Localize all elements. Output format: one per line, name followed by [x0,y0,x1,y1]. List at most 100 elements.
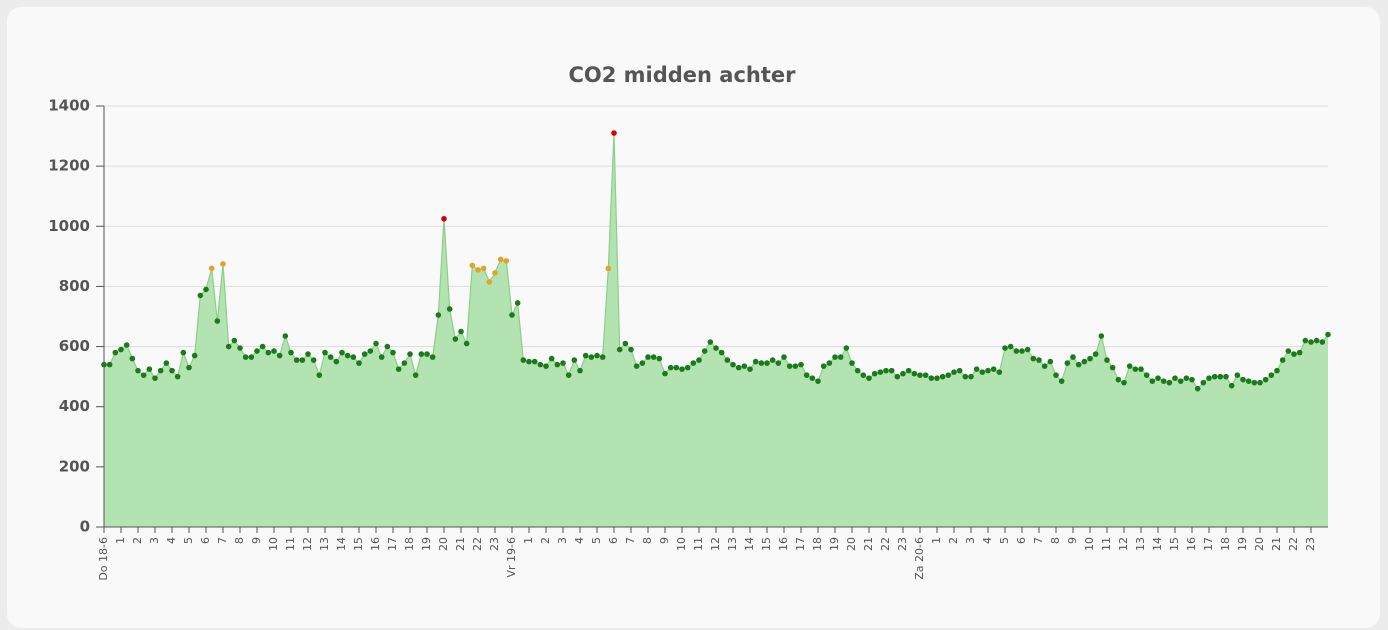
data-point [718,349,725,356]
data-point [633,363,640,369]
data-point [713,345,719,351]
data-point [259,343,266,350]
data-point [1172,375,1178,381]
x-tick-label: 13 [726,537,739,551]
data-point [645,354,651,360]
x-tick-label: 6 [1015,537,1028,544]
x-tick-label: 15 [352,537,365,551]
data-point [1115,376,1122,383]
data-point [1217,373,1224,380]
x-tick-label: 23 [488,537,501,551]
data-point [373,340,379,347]
data-point [1166,379,1173,386]
data-point [1211,373,1218,380]
data-point [1268,372,1275,378]
data-point [803,372,810,378]
data-point [1274,367,1280,374]
data-point [288,349,294,356]
data-point [129,355,136,362]
data-point [350,354,357,360]
data-point [1087,355,1093,362]
data-point [565,372,572,378]
x-tick-label: 10 [267,537,280,551]
data-point [764,360,770,366]
data-point [248,354,255,360]
data-point [894,373,901,380]
data-point [1319,339,1326,345]
data-point [1030,355,1037,362]
x-tick-label: 7 [624,537,637,544]
data-point [152,375,158,381]
data-point [854,367,861,374]
data-point [299,357,306,363]
data-point [441,215,447,222]
chart-title: CO2 midden achter [568,63,796,87]
data-point [871,370,878,377]
data-point [1041,363,1048,369]
x-tick-label: 20 [845,537,858,551]
data-point [327,354,334,360]
y-tick-label: 800 [59,277,90,295]
data-point [775,360,782,366]
x-tick-label: 9 [1066,537,1079,544]
x-tick-label: 9 [658,537,671,544]
data-point [123,342,130,348]
x-tick-label: 10 [675,537,688,551]
data-point [730,361,736,368]
data-point [1138,366,1144,372]
data-point [1302,337,1309,344]
data-point [684,364,691,371]
data-point [254,348,260,354]
data-point [769,357,776,363]
data-point [990,366,997,372]
data-point [611,130,617,136]
x-tick-label: 13 [1134,537,1147,551]
data-point [956,367,963,374]
data-point [922,372,929,378]
x-tick-label: 12 [1117,537,1130,551]
data-point [1121,379,1127,386]
x-tick-label: 19 [1236,537,1249,551]
x-tick-label: 22 [1287,537,1300,551]
data-point [605,265,612,272]
data-point [135,367,141,374]
data-point [475,267,481,273]
x-tick-label: 19 [828,537,841,551]
x-tick-label: 7 [216,537,229,544]
y-tick-label: 1400 [48,97,90,115]
data-point [554,361,561,368]
data-point [418,351,425,357]
data-point [1285,348,1292,354]
x-tick-label: 4 [981,537,994,544]
data-point [860,372,867,378]
data-point [582,352,589,359]
data-point [356,360,362,366]
data-point [939,373,946,380]
data-point [526,358,532,365]
data-point [1002,345,1008,351]
data-point [305,351,311,357]
data-point [112,349,119,356]
x-tick-label: 21 [454,537,467,551]
y-tick-label: 1200 [48,157,90,175]
data-point [157,367,164,374]
data-point [888,367,895,374]
x-tick-label: 12 [301,537,314,551]
data-point [1007,343,1014,350]
x-tick-label: 23 [896,537,909,551]
data-point [180,349,187,356]
data-point [1047,358,1054,365]
data-point [945,372,952,378]
data-point [1206,375,1212,381]
data-point [1149,378,1156,384]
data-point [877,369,884,375]
data-point [752,358,759,365]
data-point [503,258,510,264]
data-point [310,357,317,363]
data-point [1308,339,1314,345]
x-tick-label: 4 [165,537,178,544]
data-point [446,306,453,312]
x-tick-label: 11 [692,537,705,551]
data-point [384,343,391,350]
data-point [962,373,969,380]
